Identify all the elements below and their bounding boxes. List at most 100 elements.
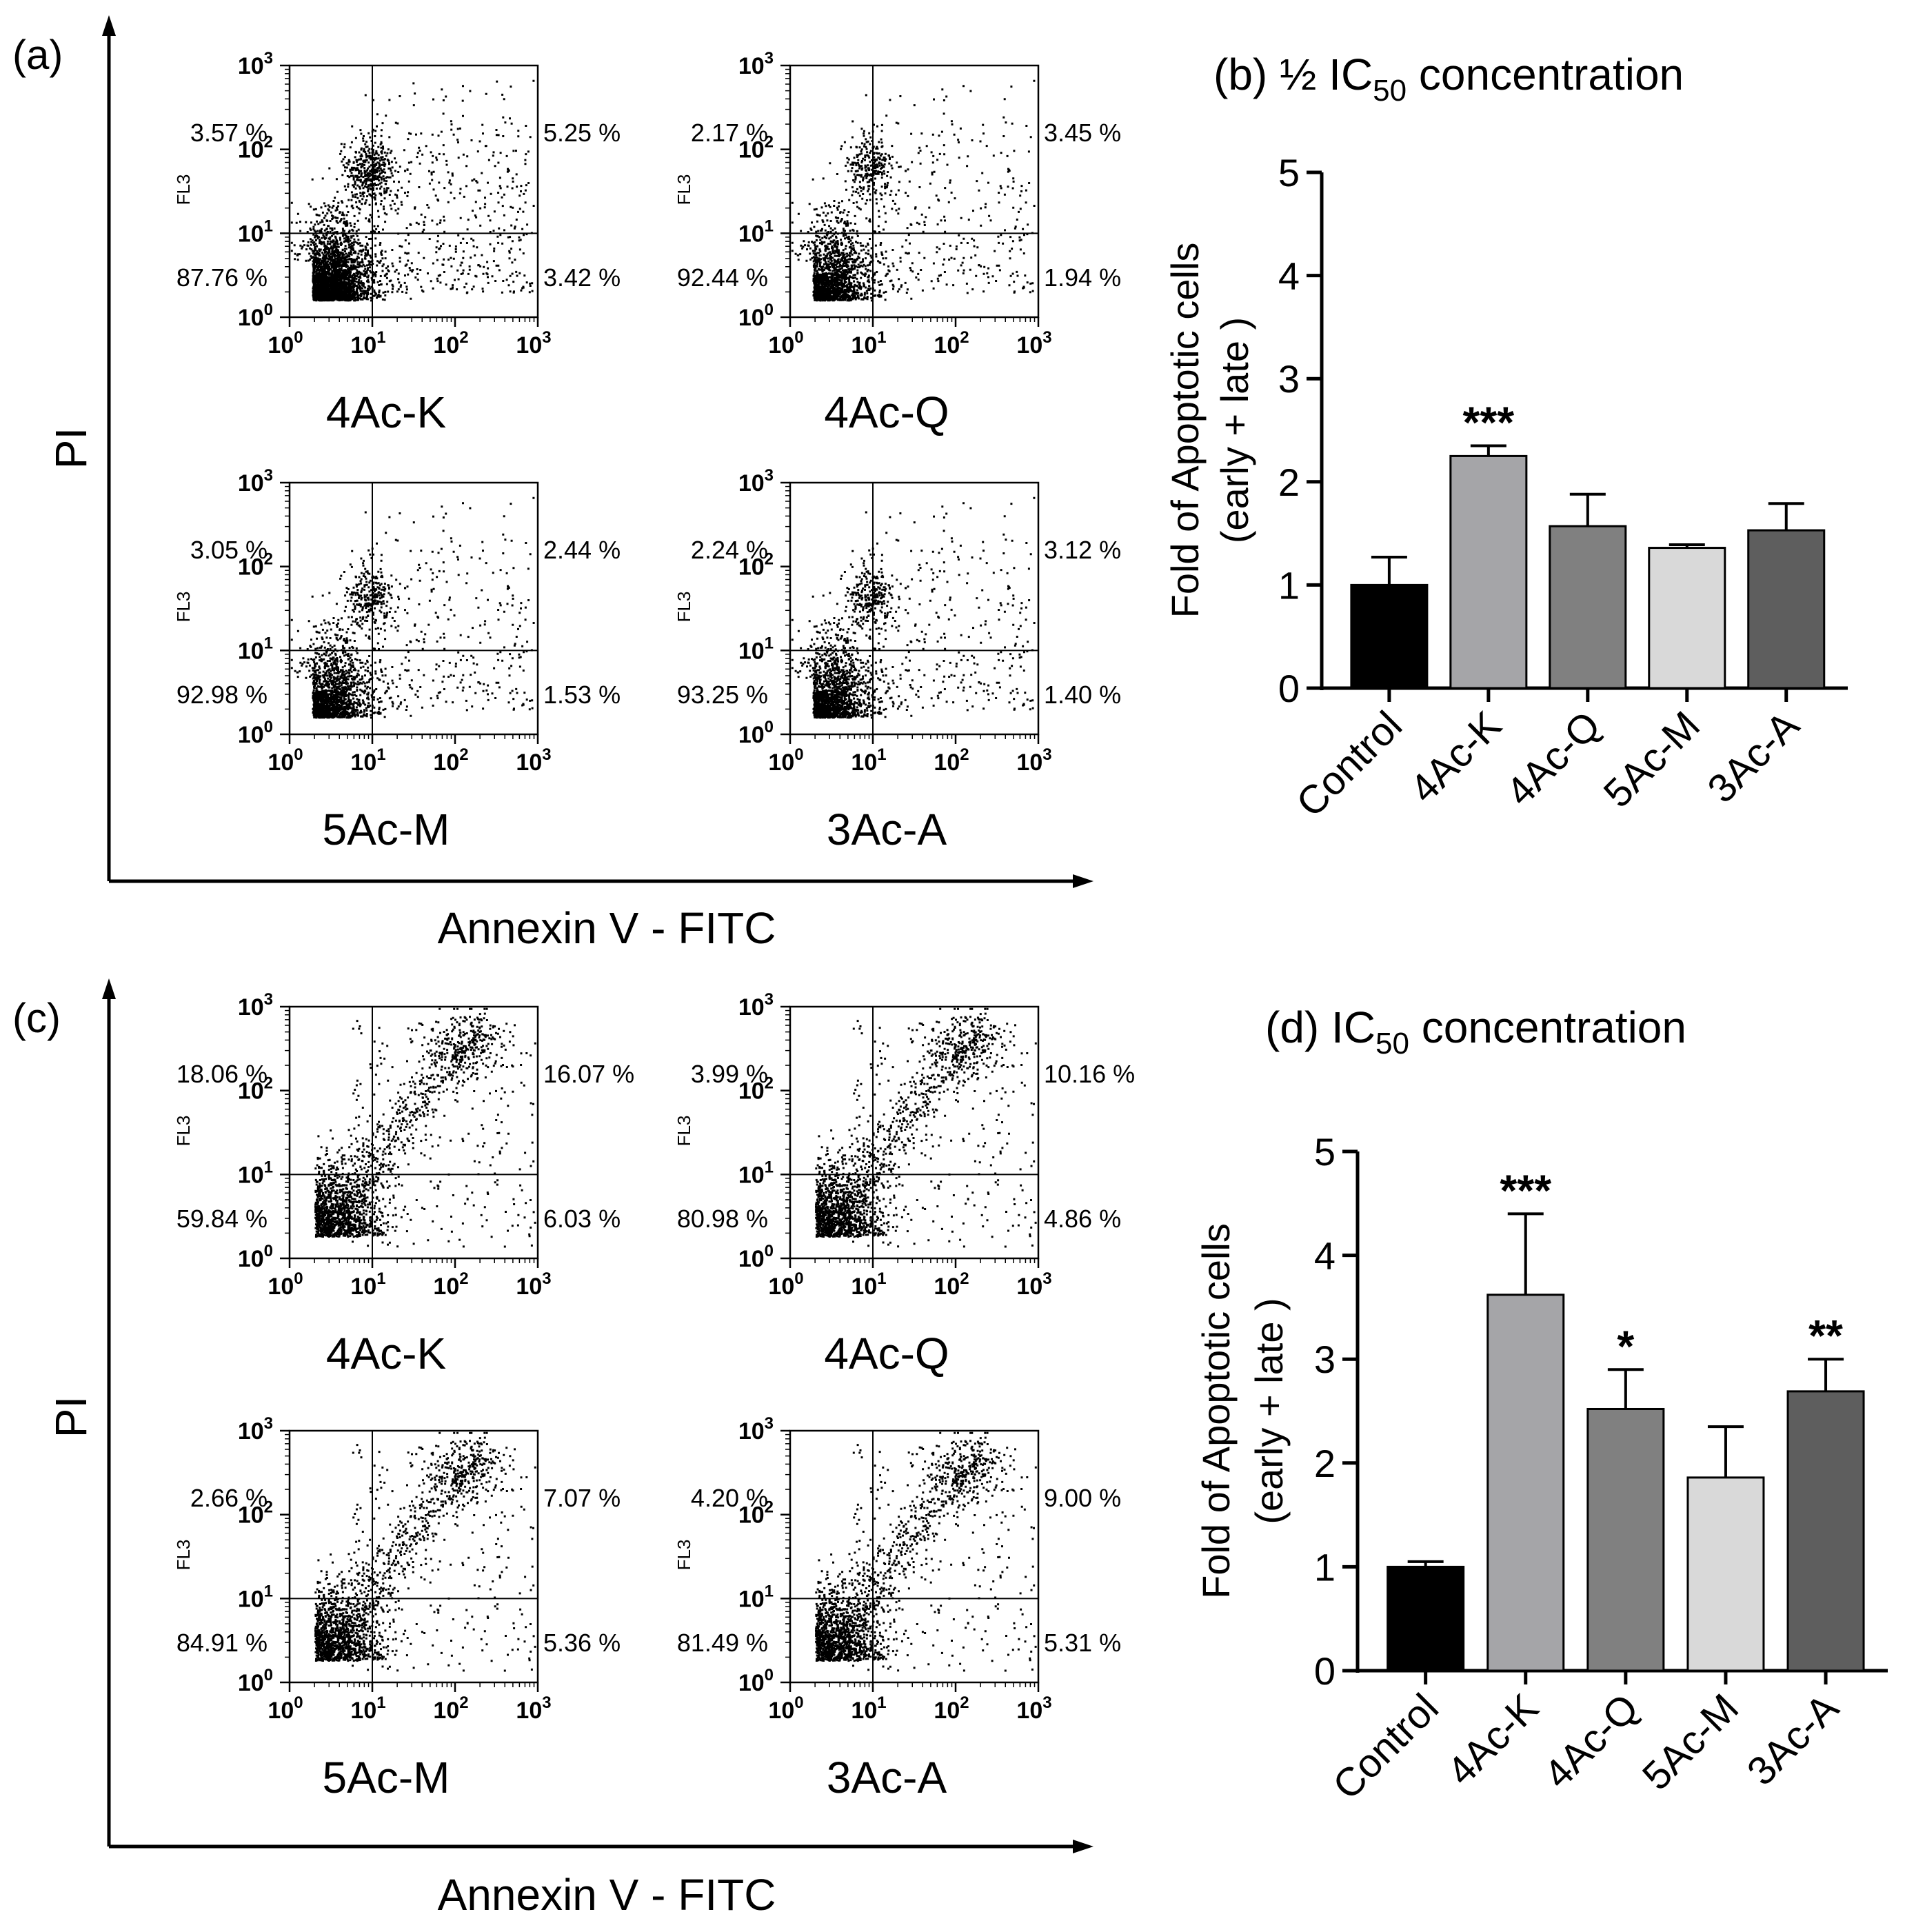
y-tick-label: 102: [238, 1498, 273, 1529]
plot-frame: [789, 64, 1040, 319]
y-tick-label: 101: [738, 634, 774, 664]
sample-name: 3Ac-A: [827, 805, 947, 854]
quadrant-upper-left-value: 2.66 %: [190, 1484, 268, 1512]
tick-exponent: 1: [376, 1269, 385, 1288]
tick-exponent: 3: [542, 1693, 551, 1712]
fl3-label: FL3: [173, 592, 194, 623]
y-tick-label: 103: [238, 466, 273, 496]
tick-exponent: 1: [877, 328, 886, 347]
fl3-label: FL3: [173, 174, 194, 205]
plot-frame: [288, 1005, 539, 1260]
tick-exponent: 0: [294, 328, 303, 347]
y-tick-label: 4: [1314, 1234, 1335, 1278]
tick-base: 10: [350, 1698, 376, 1724]
quadrant-lower-right-value: 5.36 %: [543, 1629, 621, 1657]
quadrant-lower-right-value: 1.94 %: [1044, 263, 1121, 292]
plot-frame: [789, 1005, 1040, 1260]
y-tick-label: 100: [238, 1666, 273, 1696]
tick-exponent: 1: [877, 745, 886, 764]
y-axis-title-sub: (early + late ): [1247, 1298, 1291, 1524]
event-dots-path: [314, 1431, 536, 1672]
tick-exponent: 1: [765, 1582, 774, 1600]
x-tick-label: 102: [433, 1269, 468, 1300]
tick-base: 10: [238, 722, 264, 748]
tick-exponent: 2: [960, 1269, 969, 1288]
tick-base: 10: [934, 1698, 960, 1724]
x-tick-label: 3Ac-A: [1699, 703, 1808, 812]
minor-ticks: [785, 1433, 1036, 1687]
tick-exponent: 2: [960, 1693, 969, 1712]
fl3-label: FL3: [173, 1540, 194, 1571]
fl3-label: FL3: [674, 174, 694, 205]
event-dots-path: [815, 1431, 1037, 1672]
bar-5ac-m: [1686, 1476, 1765, 1672]
quadrant-upper-right-value: 9.00 %: [1044, 1484, 1121, 1512]
y-tick-label: 101: [738, 1582, 774, 1612]
x-tick-label: 102: [433, 328, 468, 359]
tick-exponent: 2: [459, 328, 468, 347]
significance-marker: ***: [1500, 1165, 1551, 1215]
fl3-label: FL3: [674, 592, 694, 623]
y-tick-label: 103: [738, 990, 774, 1020]
x-tick-label: 101: [350, 1693, 385, 1724]
x-tick-label: 5Ac-M: [1634, 1685, 1747, 1798]
tick-base: 10: [516, 1274, 542, 1300]
plot-frame: [789, 481, 1040, 736]
tick-base: 10: [738, 1586, 765, 1612]
tick-base: 10: [238, 994, 264, 1020]
tick-exponent: 3: [1042, 328, 1051, 347]
tick-base: 10: [268, 1698, 294, 1724]
tick-exponent: 3: [542, 328, 551, 347]
fl3-label: FL3: [173, 1116, 194, 1147]
x-tick-label: 101: [350, 1269, 385, 1300]
tick-base: 10: [238, 1078, 264, 1105]
y-tick-label: 103: [738, 1414, 774, 1445]
y-tick-label: 102: [738, 1498, 774, 1529]
tick-exponent: 1: [765, 217, 774, 235]
tick-base: 10: [516, 1698, 542, 1724]
tick-base: 10: [934, 332, 960, 359]
tick-base: 10: [238, 554, 264, 581]
tick-exponent: 2: [960, 328, 969, 347]
x-tick-label: 4Ac-K: [1401, 703, 1510, 812]
x-tick-label: 4Ac-K: [1438, 1685, 1547, 1794]
y-tick-label: 101: [238, 634, 273, 664]
minor-ticks: [285, 1433, 535, 1687]
tick-base: 10: [851, 749, 877, 776]
tick-base: 10: [851, 1698, 877, 1724]
tick-exponent: 0: [294, 1693, 303, 1712]
tick-base: 10: [738, 1078, 765, 1105]
tick-base: 10: [738, 1418, 765, 1445]
y-tick-label: 101: [238, 1158, 273, 1188]
tick-exponent: 3: [765, 1414, 774, 1433]
tick-exponent: 2: [264, 1498, 273, 1517]
tick-exponent: 0: [264, 1242, 273, 1260]
tick-exponent: 1: [264, 634, 273, 652]
bar-4ac-k: [1486, 1294, 1565, 1672]
tick-base: 10: [268, 1274, 294, 1300]
x-tick-label: 101: [350, 745, 385, 776]
sample-name: 4Ac-K: [326, 388, 446, 437]
tick-exponent: 0: [794, 328, 803, 347]
bar-3ac-a: [1747, 529, 1826, 690]
y-tick-label: 100: [738, 301, 774, 331]
tick-exponent: 0: [264, 301, 273, 319]
tick-base: 10: [238, 1670, 264, 1696]
plot-frame: [789, 1429, 1040, 1684]
y-tick-label: 102: [238, 1074, 273, 1105]
event-dots: [290, 79, 535, 302]
y-tick-label: 103: [238, 990, 273, 1020]
x-tick-label: 103: [1016, 1269, 1051, 1300]
fl3-label: FL3: [674, 1116, 694, 1147]
significance-marker: *: [1617, 1321, 1634, 1371]
y-tick-label: 100: [738, 718, 774, 748]
tick-exponent: 2: [960, 745, 969, 764]
y-tick-label: 5: [1314, 1130, 1335, 1174]
x-tick-label: 101: [851, 328, 886, 359]
